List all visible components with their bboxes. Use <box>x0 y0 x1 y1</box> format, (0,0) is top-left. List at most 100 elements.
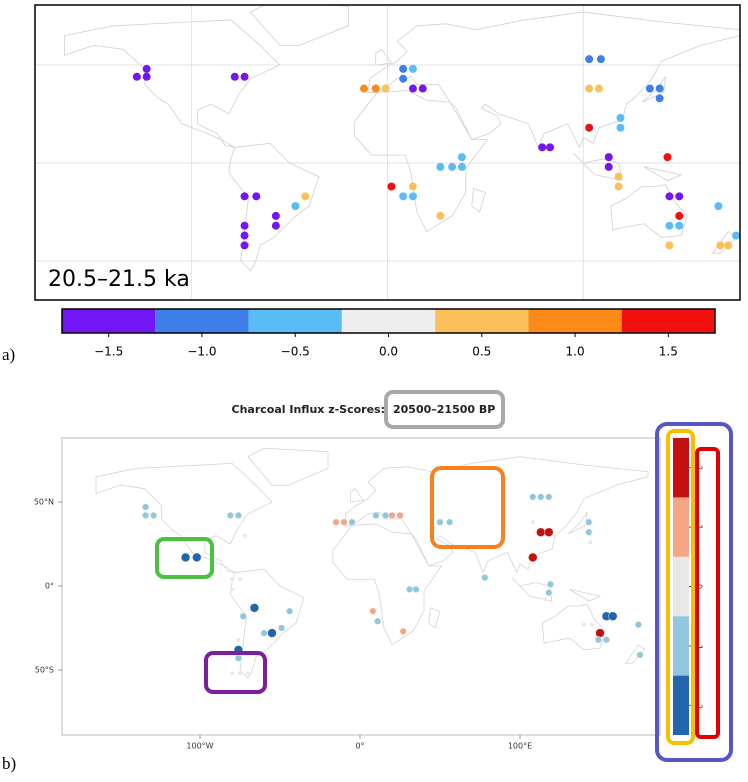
site-point <box>234 654 242 662</box>
site-point <box>240 192 249 201</box>
land <box>95 462 273 573</box>
highlight-box <box>384 390 505 429</box>
site-point <box>663 153 672 162</box>
land <box>567 511 588 535</box>
colorbar-tick-label: 1.5 <box>659 345 678 359</box>
colorbar-bin <box>673 497 689 557</box>
site-point <box>271 211 280 220</box>
site-point <box>369 607 377 615</box>
site-point <box>245 670 251 676</box>
highlight-box <box>430 466 505 549</box>
site-point <box>408 182 417 191</box>
site-point <box>616 123 625 132</box>
site-point <box>585 123 594 132</box>
site-point <box>655 84 664 93</box>
colorbar-bin <box>435 309 529 333</box>
site-point <box>408 84 417 93</box>
site-point <box>382 511 390 519</box>
site-point <box>538 143 547 152</box>
colorbar-a: −1.5 −1.0 −0.5 0.0 0.5 1.0 1.5 <box>61 308 716 359</box>
site-point <box>412 585 420 593</box>
highlight-box <box>204 651 267 694</box>
land <box>471 187 486 213</box>
site-point <box>372 511 380 519</box>
site-point <box>675 192 684 201</box>
land <box>643 166 683 182</box>
site-point <box>546 580 554 588</box>
site-point <box>371 84 380 93</box>
site-point <box>181 552 191 563</box>
colorbar-tick-label: 0.5 <box>472 345 491 359</box>
site-point <box>348 518 356 526</box>
site-point <box>545 493 553 501</box>
map-a-frame <box>34 4 741 301</box>
map-b-period: 20500–21500 BP <box>393 403 495 416</box>
land <box>624 644 646 664</box>
site-point <box>271 221 280 230</box>
colorbar-bin <box>248 309 342 333</box>
site-point <box>237 670 243 676</box>
x-tick-label: 0° <box>355 742 364 751</box>
site-point <box>374 617 382 625</box>
site-point <box>418 84 427 93</box>
site-point <box>596 55 605 64</box>
site-point <box>150 511 158 519</box>
site-point <box>388 511 396 519</box>
site-point <box>142 503 150 511</box>
site-point <box>286 607 294 615</box>
site-point <box>585 528 593 536</box>
colorbar-bin <box>62 309 156 333</box>
site-point <box>436 518 444 526</box>
site-point <box>537 493 545 501</box>
site-point <box>608 611 618 621</box>
site-point <box>278 624 286 632</box>
site-point <box>544 527 554 537</box>
site-point <box>399 192 408 201</box>
site-point <box>240 241 249 250</box>
map-a-land <box>35 5 740 300</box>
colorbar-bin <box>673 675 689 735</box>
site-point <box>665 192 674 201</box>
site-point <box>543 597 548 602</box>
site-point <box>396 511 404 519</box>
land <box>249 5 349 46</box>
site-point <box>588 539 593 545</box>
map-b-axes: 100°W 0° 100°E 50°N 0° 50°S <box>34 498 532 751</box>
y-tick-label: 50°N <box>34 498 54 507</box>
colorbar-bin <box>673 556 689 617</box>
site-point <box>585 84 594 93</box>
site-point <box>260 629 268 637</box>
y-tick-label: 0° <box>45 582 54 591</box>
site-point <box>142 511 150 519</box>
site-point <box>291 202 300 211</box>
site-point <box>665 241 674 250</box>
site-point <box>230 72 239 81</box>
map-b-points <box>142 493 644 676</box>
site-point <box>235 637 241 643</box>
site-point <box>529 493 537 501</box>
site-point <box>234 511 242 519</box>
site-point <box>585 518 593 526</box>
site-point <box>634 621 642 629</box>
colorbar-bin <box>528 309 622 333</box>
site-point <box>481 574 489 582</box>
y-tick-label: 50°S <box>35 666 54 675</box>
land <box>541 604 606 651</box>
colorbar-tick-label: −1.0 <box>187 345 216 359</box>
site-point <box>545 589 553 597</box>
site-point <box>406 585 414 593</box>
site-point <box>724 241 733 250</box>
highlight-box <box>666 429 695 745</box>
site-point <box>301 192 310 201</box>
land <box>569 588 602 602</box>
site-point <box>536 527 546 537</box>
site-point <box>240 231 249 240</box>
site-point <box>229 576 235 582</box>
site-point <box>132 72 141 81</box>
site-point <box>408 192 417 201</box>
site-point <box>616 113 625 122</box>
site-point <box>614 172 623 181</box>
site-point <box>360 84 369 93</box>
site-point <box>714 202 723 211</box>
